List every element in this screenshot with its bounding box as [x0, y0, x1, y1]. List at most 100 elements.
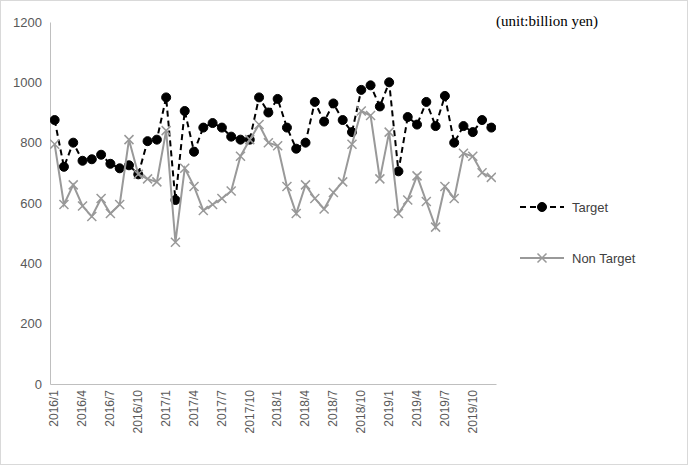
x-tick: 2016/1	[47, 384, 61, 427]
series-marker	[162, 93, 171, 102]
series-marker	[106, 209, 115, 218]
series-marker	[478, 168, 487, 177]
series-marker	[273, 141, 282, 150]
series-marker	[422, 197, 431, 206]
series-marker	[468, 128, 477, 137]
series-marker	[292, 144, 301, 153]
legend-item: Target	[520, 200, 609, 215]
series-marker	[292, 209, 301, 218]
x-axis-line	[51, 384, 497, 385]
series-marker	[87, 155, 96, 164]
series-marker	[50, 140, 59, 149]
series-marker	[440, 91, 449, 100]
legend-marker	[538, 254, 547, 263]
x-tick-label: 2019/7	[438, 390, 452, 427]
series-marker	[227, 186, 236, 195]
series-marker	[115, 200, 124, 209]
series-marker	[208, 119, 217, 128]
series-marker	[106, 159, 115, 168]
x-tick: 2017/7	[215, 384, 229, 427]
series-marker	[180, 164, 189, 173]
series-marker	[78, 202, 87, 211]
series-marker	[282, 123, 291, 132]
series-marker	[357, 106, 366, 115]
x-tick: 2019/1	[382, 384, 396, 427]
series-line	[55, 111, 492, 242]
x-tick: 2017/10	[243, 384, 257, 433]
series-marker	[69, 138, 78, 147]
series-line	[55, 82, 492, 200]
x-tick: 2018/7	[326, 384, 340, 427]
y-tick: 800	[20, 135, 50, 150]
series-marker	[487, 123, 496, 132]
series-marker	[468, 152, 477, 161]
legend: Target Non Target	[520, 200, 636, 266]
series-marker	[450, 138, 459, 147]
x-tick: 2016/7	[103, 384, 117, 427]
series-marker	[487, 173, 496, 182]
x-tick-label: 2019/10	[466, 390, 480, 434]
series-marker	[375, 102, 384, 111]
x-tick-label: 2016/4	[75, 390, 89, 427]
x-tick: 2016/4	[75, 384, 89, 427]
series-marker	[236, 152, 245, 161]
y-tick-label: 400	[20, 256, 42, 271]
legend-item: Non Target	[520, 251, 636, 266]
x-tick: 2018/4	[298, 384, 312, 427]
series-marker	[199, 206, 208, 215]
series-marker	[413, 171, 422, 180]
series-marker	[87, 212, 96, 221]
series-marker	[162, 126, 171, 135]
x-tick: 2019/10	[466, 384, 480, 433]
series-marker	[143, 137, 152, 146]
x-tick-label: 2017/1	[159, 390, 173, 427]
series-marker	[255, 120, 264, 129]
series-marker	[385, 78, 394, 87]
series-marker	[375, 174, 384, 183]
series-marker	[255, 93, 264, 102]
series-marker	[329, 188, 338, 197]
series-marker	[385, 128, 394, 137]
y-tick-label: 1000	[13, 75, 42, 90]
series-marker	[459, 122, 468, 131]
series-marker	[245, 135, 254, 144]
series-marker	[273, 94, 282, 103]
legend-label: Target	[572, 200, 609, 215]
y-tick: 400	[20, 256, 50, 271]
series-marker	[310, 194, 319, 203]
series-marker	[329, 99, 338, 108]
y-tick: 200	[20, 316, 50, 331]
series-marker	[190, 147, 199, 156]
series-marker	[431, 223, 440, 232]
plot-area	[50, 78, 496, 247]
series-marker	[413, 120, 422, 129]
series-marker	[78, 156, 87, 165]
series-marker	[459, 149, 468, 158]
x-tick-label: 2017/4	[187, 390, 201, 427]
series-marker	[478, 116, 487, 125]
series-marker	[208, 200, 217, 209]
series-marker	[199, 123, 208, 132]
x-tick-label: 2017/10	[243, 390, 257, 434]
series-marker	[59, 162, 68, 171]
series-marker	[152, 177, 161, 186]
series-marker	[320, 205, 329, 214]
series-marker	[301, 180, 310, 189]
series-marker	[366, 111, 375, 120]
series-marker	[338, 116, 347, 125]
series-marker	[143, 174, 152, 183]
series-marker	[310, 97, 319, 106]
chart: 0200400600800100012002016/12016/42016/72…	[0, 0, 688, 465]
series-marker	[301, 138, 310, 147]
y-tick-label: 200	[20, 316, 42, 331]
y-tick: 1200	[13, 15, 50, 30]
series-marker	[59, 200, 68, 209]
series-marker	[394, 209, 403, 218]
series-marker	[264, 138, 273, 147]
legend-marker	[538, 203, 547, 212]
series-marker	[50, 116, 59, 125]
series-marker	[180, 106, 189, 115]
y-tick-label: 0	[35, 377, 42, 392]
series-marker	[97, 194, 106, 203]
x-tick-label: 2018/10	[354, 390, 368, 434]
